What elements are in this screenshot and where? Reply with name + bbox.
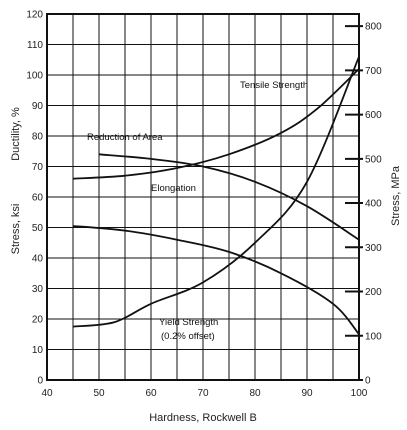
right-tick-label: 0 — [365, 376, 371, 387]
right-tick-label: 100 — [365, 331, 382, 342]
x-tick-label: 50 — [93, 388, 105, 399]
y-tick-label: 10 — [32, 345, 44, 356]
y-axis-title-left: Stress, ksi — [10, 204, 22, 255]
x-ticks: 40 50 60 70 80 90 100 — [41, 388, 367, 399]
y-tick-label: 50 — [32, 223, 44, 234]
series-line-1 — [98, 153, 360, 241]
y-tick-label: 100 — [26, 71, 43, 82]
right-tick-label: 800 — [365, 22, 382, 33]
y-tick-label: 90 — [32, 101, 44, 112]
y-tick-label: 20 — [32, 315, 44, 326]
y-tick-label: 60 — [32, 193, 44, 204]
x-tick-label: 70 — [197, 388, 209, 399]
plot-frame — [46, 13, 360, 381]
right-tick-label: 300 — [365, 243, 382, 254]
right-tick-label: 700 — [365, 66, 382, 77]
series-line-2 — [72, 225, 360, 335]
right-tick-label: 200 — [365, 287, 382, 298]
right-ticks: 0 100 200 300 400 500 600 700 800 — [345, 22, 382, 387]
x-tick-label: 60 — [145, 388, 157, 399]
y-tick-label: 120 — [26, 10, 43, 21]
series-line-0 — [72, 68, 360, 180]
x-tick-label: 90 — [301, 388, 313, 399]
y-axis-title-left-secondary: Ductility, % — [10, 107, 22, 161]
right-tick-label: 600 — [365, 110, 382, 121]
y-tick-label: 80 — [32, 132, 44, 143]
annotation-yield-offset: (0.2% offset) — [161, 331, 215, 342]
annotation-elongation: Elongation — [151, 183, 196, 194]
y-tick-label: 0 — [37, 376, 43, 387]
right-tick-label: 400 — [365, 199, 382, 210]
annotation-tensile-strength: Tensile Strength — [240, 80, 308, 91]
y-tick-label: 40 — [32, 254, 44, 265]
x-tick-label: 100 — [351, 388, 368, 399]
annotation-reduction-of-area: Reduction of Area — [87, 132, 163, 143]
x-axis-title: Hardness, Rockwell B — [149, 412, 257, 424]
grid — [47, 14, 359, 380]
y-ticks: 0 10 20 30 40 50 60 70 80 90 100 110 120 — [26, 10, 43, 387]
curves — [72, 56, 360, 335]
y-axis-title-right: Stress, MPa — [390, 165, 402, 226]
y-tick-label: 110 — [27, 40, 43, 51]
right-tick-label: 500 — [365, 154, 382, 165]
x-tick-label: 80 — [249, 388, 261, 399]
series-line-3 — [72, 56, 360, 328]
y-tick-label: 30 — [32, 284, 44, 295]
y-tick-label: 70 — [32, 162, 44, 173]
annotation-yield-strength: Yield Strength — [159, 317, 218, 328]
x-tick-label: 40 — [41, 388, 53, 399]
